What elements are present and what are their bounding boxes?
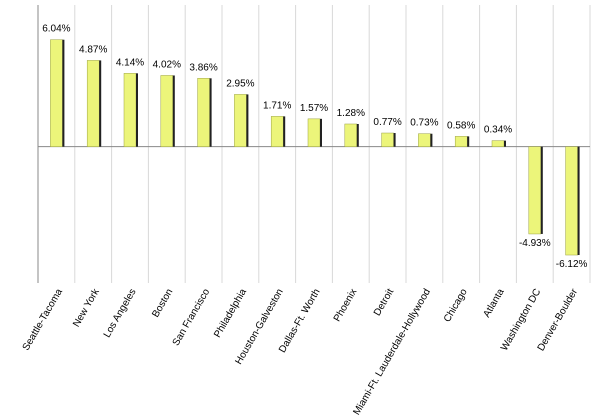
bar: [528, 146, 542, 235]
value-label: 1.28%: [337, 108, 365, 119]
bar-edge: [393, 133, 396, 147]
value-label: 1.57%: [300, 103, 328, 114]
bar-edge: [62, 39, 65, 147]
bar-edge: [246, 94, 249, 147]
value-label: 3.86%: [189, 62, 217, 73]
bar-edge: [320, 118, 322, 147]
bar-edge: [540, 146, 543, 234]
value-label: 1.71%: [263, 100, 291, 111]
x-tick-label: Detroit: [372, 287, 396, 318]
x-tick-label: Washington DC: [499, 287, 543, 353]
bar: [123, 73, 137, 147]
value-label: 4.02%: [153, 59, 181, 70]
bar-edge: [504, 140, 506, 147]
bar-edge: [430, 133, 433, 147]
bar: [307, 118, 321, 147]
x-tick-label: Seattle-Tacoma: [21, 287, 65, 353]
x-tick-label: Miami-Ft. Lauderdale-Hollywood: [351, 287, 433, 417]
x-tick-label: Boston: [150, 287, 175, 319]
x-tick-label: Atlanta: [482, 287, 507, 320]
bar-edge: [136, 73, 138, 147]
x-tick-label: Philadelphia: [212, 287, 249, 340]
value-label: 6.04%: [42, 24, 70, 35]
bar: [50, 39, 63, 147]
bar: [160, 75, 174, 147]
bar: [491, 140, 505, 147]
bar-edge: [283, 116, 286, 147]
bar-edge: [99, 60, 102, 147]
bar: [454, 136, 468, 147]
bar: [234, 94, 247, 147]
x-tick-label: Los Angeles: [102, 287, 139, 340]
bar: [381, 132, 394, 147]
x-tick-label: San Francisco: [171, 287, 213, 348]
bar: [565, 146, 578, 256]
bar-edge: [172, 75, 175, 147]
value-label: 0.77%: [373, 117, 401, 128]
bar: [86, 60, 100, 147]
bar-edge: [209, 78, 212, 147]
x-tick-label: Dallas-Ft. Worth: [277, 287, 323, 355]
value-label: 2.95%: [226, 78, 254, 89]
bar-edge: [356, 123, 359, 147]
x-tick-label: Denver-Boulder: [536, 286, 581, 353]
value-label: -4.93%: [519, 238, 551, 249]
value-label: 0.58%: [447, 120, 475, 131]
value-label: 0.73%: [410, 118, 438, 129]
value-label: -6.12%: [556, 259, 588, 270]
bar: [344, 123, 358, 147]
value-label: 4.14%: [116, 57, 144, 68]
bar-edge: [577, 146, 580, 256]
x-tick-label: Phoenix: [332, 287, 360, 324]
value-label: 4.87%: [79, 44, 107, 55]
x-tick-label: New York: [71, 286, 102, 329]
bar-edge: [467, 136, 470, 147]
bar: [197, 78, 210, 147]
bar: [418, 133, 431, 147]
value-label: 0.34%: [484, 125, 512, 136]
bar: [270, 116, 284, 147]
x-tick-label: Chicago: [442, 287, 470, 325]
